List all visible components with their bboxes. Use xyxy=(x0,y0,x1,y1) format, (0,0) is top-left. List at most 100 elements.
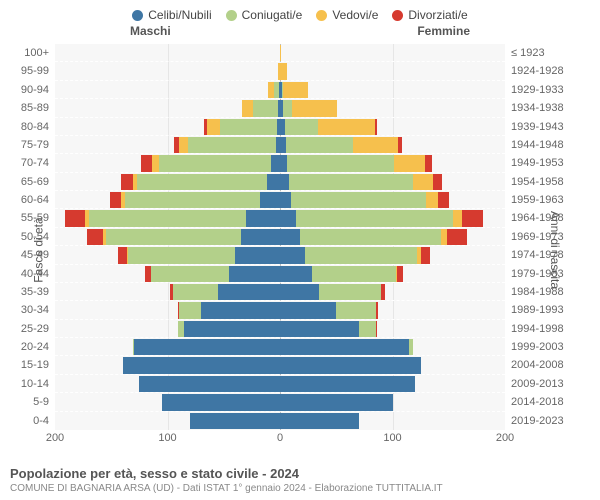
bar-segment xyxy=(312,266,396,282)
bar-female[interactable] xyxy=(280,82,505,98)
bar-segment xyxy=(190,413,280,429)
bar-male[interactable] xyxy=(55,229,280,245)
bar-male[interactable] xyxy=(55,82,280,98)
bar-male[interactable] xyxy=(55,210,280,226)
x-tick: 200 xyxy=(46,432,64,444)
bar-male[interactable] xyxy=(55,155,280,171)
bar-segment xyxy=(433,174,442,190)
bar-male[interactable] xyxy=(55,45,280,61)
bar-male[interactable] xyxy=(55,321,280,337)
bar-female[interactable] xyxy=(280,229,505,245)
bar-segment xyxy=(376,302,378,318)
pyramid-row: 55-591964-1968 xyxy=(55,209,505,227)
bar-segment xyxy=(353,137,398,153)
legend-item[interactable]: Vedovi/e xyxy=(316,8,378,22)
bar-male[interactable] xyxy=(55,247,280,263)
bar-female[interactable] xyxy=(280,394,505,410)
birth-label: 1964-1968 xyxy=(505,209,564,227)
bar-female[interactable] xyxy=(280,376,505,392)
legend-item[interactable]: Coniugati/e xyxy=(226,8,303,22)
bar-female[interactable] xyxy=(280,302,505,318)
bar-female[interactable] xyxy=(280,174,505,190)
bar-segment xyxy=(409,339,412,355)
bar-segment xyxy=(336,302,375,318)
row-divider xyxy=(55,80,505,81)
bar-female[interactable] xyxy=(280,63,505,79)
bar-female[interactable] xyxy=(280,192,505,208)
row-divider xyxy=(55,264,505,265)
row-divider xyxy=(55,61,505,62)
bar-female[interactable] xyxy=(280,321,505,337)
pyramid-row: 5-92014-2018 xyxy=(55,393,505,411)
legend-item[interactable]: Divorziati/e xyxy=(392,8,467,22)
bar-segment xyxy=(397,266,403,282)
bar-male[interactable] xyxy=(55,284,280,300)
row-divider xyxy=(55,319,505,320)
bar-segment xyxy=(398,137,401,153)
pyramid-row: 0-42019-2023 xyxy=(55,412,505,430)
x-axis-ticks: 2001000100200 xyxy=(55,432,505,448)
bar-segment xyxy=(65,210,85,226)
bar-segment xyxy=(159,155,272,171)
bar-male[interactable] xyxy=(55,119,280,135)
birth-label: 2014-2018 xyxy=(505,393,564,411)
age-label: 0-4 xyxy=(33,412,55,430)
bar-female[interactable] xyxy=(280,100,505,116)
bar-segment xyxy=(229,266,280,282)
bar-male[interactable] xyxy=(55,192,280,208)
bar-male[interactable] xyxy=(55,357,280,373)
bar-segment xyxy=(184,321,280,337)
birth-label: 1954-1958 xyxy=(505,173,564,191)
plot-area: 100+≤ 192395-991924-192890-941929-193385… xyxy=(55,44,505,430)
row-divider xyxy=(55,374,505,375)
bar-male[interactable] xyxy=(55,100,280,116)
bar-segment xyxy=(242,100,253,116)
bar-female[interactable] xyxy=(280,45,505,61)
bar-segment xyxy=(300,229,441,245)
birth-label: 1929-1933 xyxy=(505,81,564,99)
row-divider xyxy=(55,411,505,412)
bar-male[interactable] xyxy=(55,394,280,410)
bar-segment xyxy=(462,210,482,226)
pyramid-row: 10-142009-2013 xyxy=(55,375,505,393)
bar-segment xyxy=(381,284,384,300)
row-divider xyxy=(55,208,505,209)
bar-male[interactable] xyxy=(55,413,280,429)
x-tick: 100 xyxy=(158,432,176,444)
bar-female[interactable] xyxy=(280,413,505,429)
bar-female[interactable] xyxy=(280,357,505,373)
pyramid-row: 25-291994-1998 xyxy=(55,320,505,338)
bar-segment xyxy=(280,45,281,61)
bar-female[interactable] xyxy=(280,266,505,282)
bar-segment xyxy=(447,229,467,245)
bar-segment xyxy=(280,302,336,318)
legend-item[interactable]: Celibi/Nubili xyxy=(132,8,211,22)
pyramid-row: 45-491974-1978 xyxy=(55,246,505,264)
birth-label: 1974-1978 xyxy=(505,246,564,264)
birth-label: 1999-2003 xyxy=(505,338,564,356)
birth-label: 2004-2008 xyxy=(505,356,564,374)
bar-female[interactable] xyxy=(280,137,505,153)
bar-segment xyxy=(220,119,276,135)
bar-male[interactable] xyxy=(55,63,280,79)
bar-segment xyxy=(268,82,275,98)
bar-female[interactable] xyxy=(280,339,505,355)
bar-male[interactable] xyxy=(55,376,280,392)
legend-label: Divorziati/e xyxy=(408,8,467,22)
bar-female[interactable] xyxy=(280,119,505,135)
bar-male[interactable] xyxy=(55,174,280,190)
bar-male[interactable] xyxy=(55,137,280,153)
bar-segment xyxy=(178,321,185,337)
bar-female[interactable] xyxy=(280,284,505,300)
pyramid-row: 20-241999-2003 xyxy=(55,338,505,356)
bar-segment xyxy=(280,155,287,171)
age-label: 85-89 xyxy=(21,99,55,117)
bar-female[interactable] xyxy=(280,210,505,226)
bar-female[interactable] xyxy=(280,247,505,263)
bar-male[interactable] xyxy=(55,266,280,282)
bar-segment xyxy=(152,155,159,171)
birth-label: 1979-1983 xyxy=(505,265,564,283)
bar-male[interactable] xyxy=(55,339,280,355)
bar-male[interactable] xyxy=(55,302,280,318)
bar-female[interactable] xyxy=(280,155,505,171)
